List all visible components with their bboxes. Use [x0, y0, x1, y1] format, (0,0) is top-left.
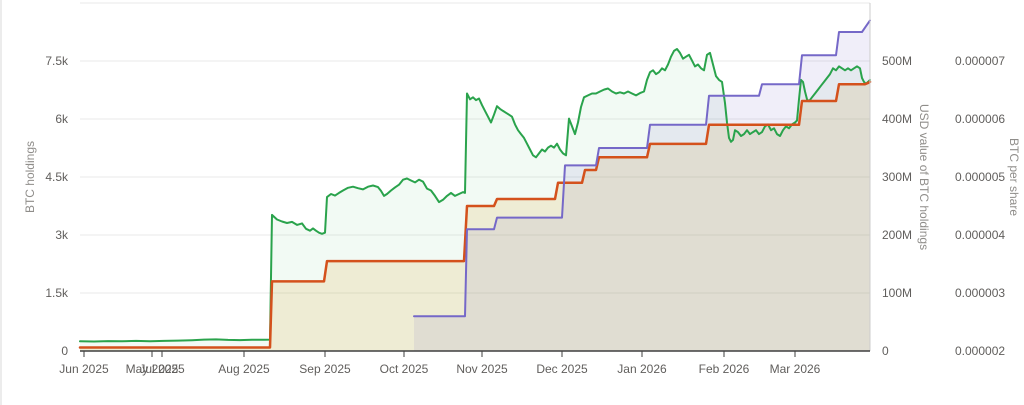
- x-axis-tick-label: Feb 2026: [698, 362, 750, 376]
- usd-axis-tick-label: 400M: [882, 112, 913, 126]
- x-axis-tick-label: Jan 2026: [617, 362, 667, 376]
- x-axis-tick-label: Mar 2026: [769, 362, 821, 376]
- usd-axis-tick-label: 100M: [882, 286, 913, 300]
- usd-axis-tick-label: 500M: [882, 54, 913, 68]
- usd-value-of-btc-holdings-line[interactable]: [78, 80, 872, 349]
- usd-axis-tick-label: 300M: [882, 170, 913, 184]
- btc-per-share-axis-tick-label: 0.000006: [955, 112, 1006, 126]
- left-axis-tick-label: 6k: [55, 112, 68, 126]
- usd-value-of-btc-holdings-area: [80, 81, 870, 352]
- left-axis-tick-label: 1.5k: [45, 286, 68, 300]
- usd-axis-tick-label: 200M: [882, 228, 913, 242]
- btc-per-share-axis-tick-label: 0.000005: [955, 170, 1006, 184]
- x-axis-tick-label: Oct 2025: [379, 362, 429, 376]
- x-axis-tick-label: Dec 2025: [536, 362, 588, 376]
- usd-axis-title-text: USD value of BTC holdings: [917, 103, 931, 251]
- btc-holdings-line[interactable]: [79, 48, 871, 343]
- left-axis-tick-label: 0: [61, 344, 68, 358]
- btc-per-share-line[interactable]: [413, 19, 871, 318]
- left-axis-tick-label: 4.5k: [45, 170, 68, 184]
- btc-per-share-axis-tick-label: 0.000007: [955, 54, 1006, 68]
- x-axis-tick-label: Jun 2025: [59, 362, 109, 376]
- x-axis-tick-label: May 2025: [125, 362, 179, 376]
- x-axis-tick-label: Aug 2025: [218, 362, 270, 376]
- usd-axis-title: USD value of BTC holdings: [916, 3, 932, 351]
- btc-per-share-axis-tick-label: 0.000004: [955, 228, 1006, 242]
- left-axis-tick-label: 3k: [55, 228, 68, 242]
- left-axis-tick-label: 7.5k: [45, 54, 68, 68]
- btc-per-share-axis-title: BTC per share: [1006, 3, 1022, 351]
- x-axis-tick-label: Nov 2025: [456, 362, 508, 376]
- x-axis-tick-label: Sep 2025: [299, 362, 351, 376]
- btc-per-share-axis-tick-label: 0.000003: [955, 286, 1006, 300]
- btc-per-share-area: [414, 20, 870, 352]
- x-axis-tick-label: Jul 2025: [139, 362, 185, 376]
- btc-per-share-axis-tick-label: 0.000002: [955, 344, 1006, 358]
- btc-per-share-axis-title-text: BTC per share: [1007, 137, 1021, 217]
- usd-axis-tick-label: 0: [882, 344, 889, 358]
